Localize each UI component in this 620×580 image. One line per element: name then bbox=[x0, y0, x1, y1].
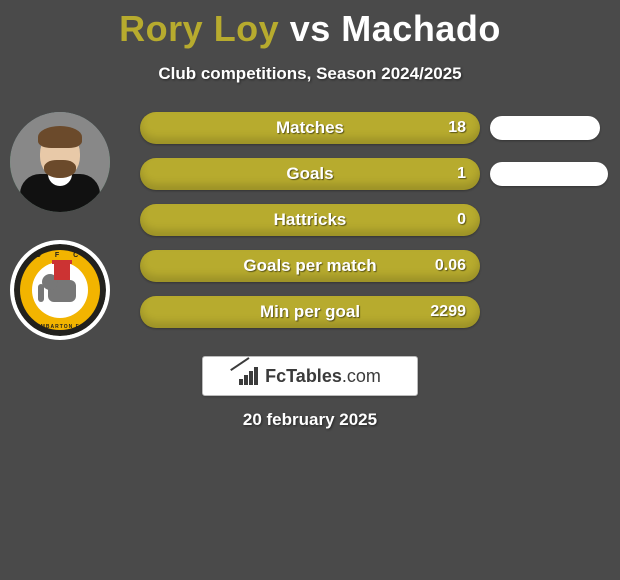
comparison-body: D F C DUMBARTON F.C. Matches 18 Goals 1 … bbox=[0, 112, 620, 362]
player2-pills bbox=[490, 112, 600, 208]
stat-value: 0.06 bbox=[435, 250, 466, 282]
stat-bar-gpm: Goals per match 0.06 bbox=[140, 250, 480, 282]
stat-label: Hattricks bbox=[140, 204, 480, 236]
page-title: Rory Loy vs Machado bbox=[0, 0, 620, 50]
stat-label: Min per goal bbox=[140, 296, 480, 328]
player2-pill bbox=[490, 116, 600, 140]
stat-label: Goals per match bbox=[140, 250, 480, 282]
stat-bar-mpg: Min per goal 2299 bbox=[140, 296, 480, 328]
subtitle: Club competitions, Season 2024/2025 bbox=[0, 64, 620, 84]
stat-value: 1 bbox=[457, 158, 466, 190]
date-text: 20 february 2025 bbox=[0, 410, 620, 430]
stat-value: 2299 bbox=[430, 296, 466, 328]
player2-name: Machado bbox=[341, 8, 501, 49]
club-badge: D F C DUMBARTON F.C. bbox=[10, 240, 110, 340]
logo-suffix: .com bbox=[342, 366, 381, 386]
logo-text: FcTables.com bbox=[265, 366, 381, 387]
barchart-icon bbox=[239, 367, 259, 385]
player1-avatar bbox=[10, 112, 110, 212]
club-initials: D F C bbox=[14, 252, 106, 259]
source-logo[interactable]: FcTables.com bbox=[202, 356, 418, 396]
stat-bars: Matches 18 Goals 1 Hattricks 0 Goals per… bbox=[140, 112, 480, 342]
stat-value: 0 bbox=[457, 204, 466, 236]
vs-text: vs bbox=[290, 8, 331, 49]
player2-pill bbox=[490, 162, 608, 186]
stat-bar-goals: Goals 1 bbox=[140, 158, 480, 190]
stat-label: Matches bbox=[140, 112, 480, 144]
stat-label: Goals bbox=[140, 158, 480, 190]
logo-main: FcTables bbox=[265, 366, 342, 386]
club-name-text: DUMBARTON F.C. bbox=[14, 324, 106, 330]
stat-bar-matches: Matches 18 bbox=[140, 112, 480, 144]
stat-bar-hattricks: Hattricks 0 bbox=[140, 204, 480, 236]
stat-value: 18 bbox=[448, 112, 466, 144]
player1-name: Rory Loy bbox=[119, 8, 279, 49]
